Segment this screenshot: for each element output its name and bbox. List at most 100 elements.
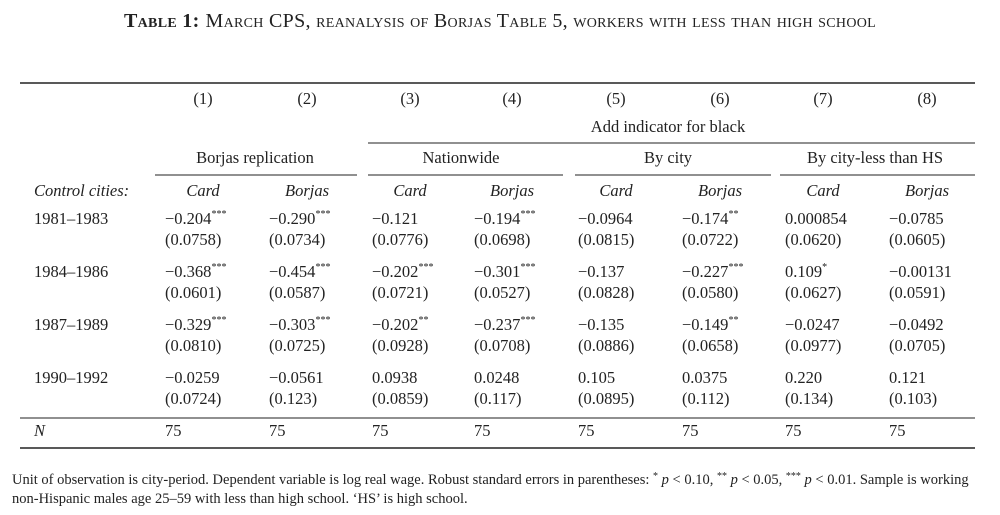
coefficient-cell: −0.454*** (269, 262, 330, 281)
title-label: Table 1: (124, 10, 200, 32)
standard-error: (0.0928) (372, 336, 428, 355)
standard-error: (0.0724) (165, 389, 221, 408)
standard-error: (0.0705) (889, 336, 945, 355)
group-header: By city (644, 148, 693, 167)
significance-stars: * (822, 262, 827, 273)
n-value: 75 (578, 421, 595, 440)
coefficient-cell: −0.290*** (269, 209, 330, 228)
subheader: Card (186, 181, 220, 200)
coefficient: 0.0938 (372, 368, 417, 387)
coefficient-cell: −0.227*** (682, 262, 743, 281)
coefficient: −0.174 (682, 209, 728, 228)
coefficient-cell: −0.121 (372, 209, 418, 228)
significance-stars: *** (211, 262, 226, 273)
coefficient-cell: −0.194*** (474, 209, 535, 228)
standard-error: (0.0758) (165, 230, 221, 249)
n-value: 75 (165, 421, 182, 440)
significance-stars: *** (315, 209, 330, 220)
coefficient-cell: 0.0938 (372, 368, 417, 387)
significance-stars: *** (211, 315, 226, 326)
subheader: Borjas (285, 181, 329, 200)
standard-error: (0.112) (682, 389, 730, 408)
coefficient: 0.109 (785, 262, 822, 281)
note-segment: * (653, 471, 659, 482)
coefficient-cell: −0.202** (372, 315, 428, 334)
standard-error: (0.0734) (269, 230, 325, 249)
coefficient: −0.204 (165, 209, 211, 228)
coefficient-cell: −0.329*** (165, 315, 226, 334)
n-value: 75 (269, 421, 286, 440)
standard-error: (0.0886) (578, 336, 634, 355)
coefficient-cell: −0.0964 (578, 209, 633, 228)
coefficient: −0.00131 (889, 262, 952, 281)
coefficient-cell: −0.301*** (474, 262, 535, 281)
coefficient-cell: −0.202*** (372, 262, 433, 281)
coefficient-cell: −0.174** (682, 209, 738, 228)
coefficient: 0.0375 (682, 368, 727, 387)
group-header: Borjas replication (196, 148, 314, 167)
coefficient-cell: −0.237*** (474, 315, 535, 334)
note-segment: ** (716, 471, 727, 482)
coefficient: 0.0248 (474, 368, 519, 387)
coefficient: −0.227 (682, 262, 728, 281)
note-segment: < 0.05, (737, 472, 786, 488)
significance-stars: *** (520, 315, 535, 326)
standard-error: (0.0810) (165, 336, 221, 355)
n-value: 75 (682, 421, 699, 440)
coefficient-cell: 0.0248 (474, 368, 519, 387)
standard-error: (0.0725) (269, 336, 325, 355)
coefficient-cell: −0.0492 (889, 315, 944, 334)
coefficient: −0.237 (474, 315, 520, 334)
coefficient: −0.0492 (889, 315, 944, 334)
significance-stars: ** (418, 315, 428, 326)
coefficient: −0.454 (269, 262, 315, 281)
coefficient: 0.000854 (785, 209, 847, 228)
coefficient-cell: −0.0561 (269, 368, 324, 387)
note-segment: *** (785, 471, 801, 482)
standard-error: (0.0722) (682, 230, 738, 249)
standard-error: (0.0828) (578, 283, 634, 302)
standard-error: (0.0708) (474, 336, 530, 355)
coefficient: −0.0785 (889, 209, 944, 228)
note-segment: p (800, 472, 812, 488)
standard-error: (0.0895) (578, 389, 634, 408)
coefficient: 0.105 (578, 368, 615, 387)
significance-stars: *** (520, 262, 535, 273)
standard-error: (0.123) (269, 389, 317, 408)
coefficient-cell: −0.135 (578, 315, 624, 334)
coefficient: −0.202 (372, 262, 418, 281)
table-figure: Table 1: March CPS, reanalysis of Borjas … (20, 10, 975, 449)
group-header: Nationwide (423, 148, 500, 167)
standard-error: (0.117) (474, 389, 522, 408)
coefficient: −0.194 (474, 209, 520, 228)
coefficient-cell: 0.000854 (785, 209, 847, 228)
n-value: 75 (785, 421, 802, 440)
row-label: 1987–1989 (34, 315, 108, 334)
standard-error: (0.0977) (785, 336, 841, 355)
coefficient: −0.121 (372, 209, 418, 228)
note-segment: p (726, 472, 738, 488)
coefficient-cell: 0.109* (785, 262, 827, 281)
table-title: Table 1: March CPS, reanalysis of Borjas … (124, 10, 876, 32)
column-number: (5) (606, 89, 625, 108)
coefficient: −0.290 (269, 209, 315, 228)
n-value: 75 (474, 421, 491, 440)
row-label: 1984–1986 (34, 262, 108, 281)
standard-error: (0.0591) (889, 283, 945, 302)
coefficient-cell: −0.204*** (165, 209, 226, 228)
significance-stars: *** (520, 209, 535, 220)
standard-error: (0.0721) (372, 283, 428, 302)
column-number: (7) (813, 89, 832, 108)
standard-error: (0.0859) (372, 389, 428, 408)
coefficient: −0.329 (165, 315, 211, 334)
column-number: (8) (917, 89, 936, 108)
standard-error: (0.0815) (578, 230, 634, 249)
coefficient-cell: 0.220 (785, 368, 822, 387)
standard-error: (0.0776) (372, 230, 428, 249)
coefficient-cell: −0.137 (578, 262, 624, 281)
standard-error: (0.0580) (682, 283, 738, 302)
subheader: Card (599, 181, 633, 200)
coefficient-cell: −0.0247 (785, 315, 840, 334)
row-label: 1990–1992 (34, 368, 108, 387)
coefficient: −0.0964 (578, 209, 633, 228)
